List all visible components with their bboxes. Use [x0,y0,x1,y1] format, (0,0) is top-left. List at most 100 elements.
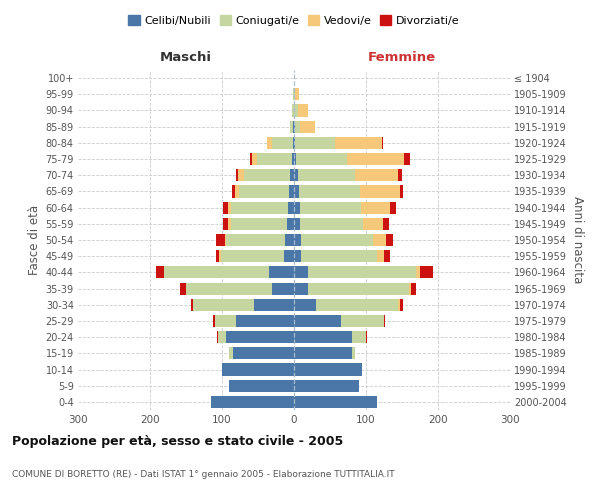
Text: Maschi: Maschi [160,52,212,64]
Y-axis label: Fasce di età: Fasce di età [28,205,41,275]
Bar [316,298,398,311]
Bar [266,137,272,149]
Bar [216,234,225,246]
Bar [251,153,257,165]
Bar [215,250,219,262]
Bar [290,169,294,181]
Bar [232,186,235,198]
Bar [293,120,294,132]
Bar [294,266,308,278]
Bar [409,282,410,294]
Bar [373,234,386,246]
Bar [180,282,186,294]
Bar [294,104,298,117]
Bar [300,202,361,213]
Bar [226,331,294,343]
Bar [361,202,390,213]
Bar [193,298,254,311]
Bar [294,298,316,311]
Bar [295,88,299,101]
Bar [230,218,287,230]
Bar [292,104,294,117]
Bar [294,315,341,327]
Bar [217,331,218,343]
Bar [301,234,373,246]
Bar [299,186,360,198]
Bar [294,348,352,360]
Bar [398,169,402,181]
Bar [294,153,296,165]
Bar [222,364,294,376]
Bar [294,120,295,132]
Bar [250,153,251,165]
Bar [382,137,383,149]
Bar [214,315,215,327]
Bar [301,120,315,132]
Bar [294,331,352,343]
Bar [294,380,359,392]
Text: COMUNE DI BORETTO (RE) - Dati ISTAT 1° gennaio 2005 - Elaborazione TUTTITALIA.IT: COMUNE DI BORETTO (RE) - Dati ISTAT 1° g… [12,470,395,479]
Bar [410,282,416,294]
Bar [269,266,294,278]
Bar [286,234,294,246]
Bar [298,104,308,117]
Bar [416,266,420,278]
Bar [254,298,294,311]
Bar [215,315,236,327]
Legend: Celibi/Nubili, Coniugati/e, Vedovi/e, Divorziati/e: Celibi/Nubili, Coniugati/e, Vedovi/e, Di… [124,11,464,30]
Bar [294,186,299,198]
Bar [377,250,384,262]
Bar [294,250,301,262]
Bar [223,218,229,230]
Bar [218,331,226,343]
Bar [164,266,269,278]
Bar [398,298,400,311]
Bar [390,202,395,213]
Bar [156,266,164,278]
Bar [366,331,367,343]
Bar [296,153,347,165]
Bar [294,234,301,246]
Bar [186,282,272,294]
Bar [400,186,403,198]
Bar [289,186,294,198]
Text: Popolazione per età, sesso e stato civile - 2005: Popolazione per età, sesso e stato civil… [12,435,343,448]
Bar [363,218,383,230]
Bar [300,218,363,230]
Bar [284,250,294,262]
Bar [347,153,404,165]
Bar [221,250,284,262]
Bar [298,169,355,181]
Bar [294,218,300,230]
Bar [226,234,286,246]
Bar [404,153,410,165]
Bar [400,298,403,311]
Bar [301,250,377,262]
Bar [355,169,398,181]
Bar [293,88,294,101]
Bar [294,88,295,101]
Text: Femmine: Femmine [368,52,436,64]
Bar [191,298,193,311]
Bar [233,348,294,360]
Bar [290,120,293,132]
Bar [386,234,394,246]
Bar [287,202,294,213]
Bar [383,218,389,230]
Bar [292,153,294,165]
Bar [225,234,226,246]
Bar [294,282,308,294]
Bar [294,202,300,213]
Bar [223,202,229,213]
Bar [293,137,294,149]
Bar [287,218,294,230]
Bar [235,186,239,198]
Bar [384,250,390,262]
Bar [272,282,294,294]
Bar [236,315,294,327]
Bar [341,315,384,327]
Bar [295,120,301,132]
Bar [272,137,293,149]
Bar [294,396,377,408]
Bar [352,331,366,343]
